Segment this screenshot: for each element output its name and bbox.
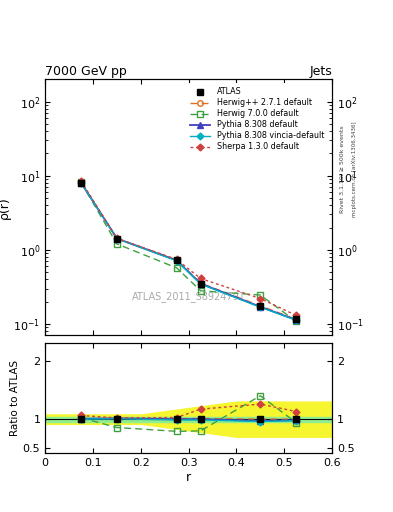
Text: 7000 GeV pp: 7000 GeV pp [45, 65, 127, 78]
Text: ATLAS_2011_S8924791: ATLAS_2011_S8924791 [132, 291, 246, 303]
Text: mcplots.cern.ch [arXiv:1306.3436]: mcplots.cern.ch [arXiv:1306.3436] [352, 121, 357, 217]
Text: Jets: Jets [309, 65, 332, 78]
Legend: ATLAS, Herwig++ 2.7.1 default, Herwig 7.0.0 default, Pythia 8.308 default, Pythi: ATLAS, Herwig++ 2.7.1 default, Herwig 7.… [186, 83, 328, 156]
Y-axis label: ρ(r): ρ(r) [0, 196, 11, 219]
Y-axis label: Ratio to ATLAS: Ratio to ATLAS [10, 360, 20, 436]
X-axis label: r: r [186, 471, 191, 484]
Text: Rivet 3.1.10, ≥ 500k events: Rivet 3.1.10, ≥ 500k events [340, 125, 345, 213]
